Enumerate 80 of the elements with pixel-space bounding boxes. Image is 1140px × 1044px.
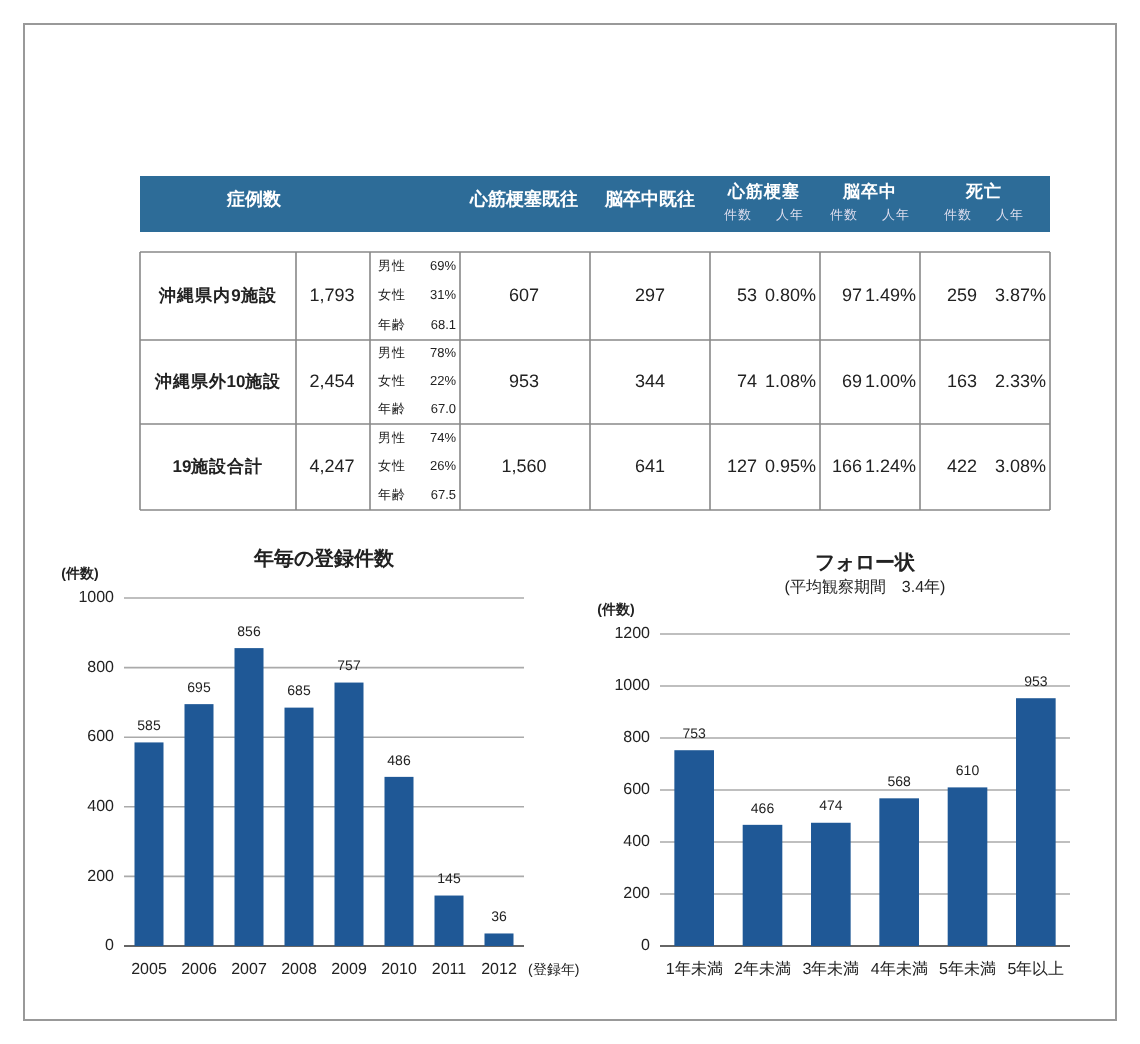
text: 297 — [634, 284, 666, 305]
text: 69 — [841, 370, 862, 391]
x-tick-label: 4年未満 — [870, 960, 928, 979]
x-tick-label: 2011 — [431, 960, 468, 979]
bar — [434, 895, 464, 946]
x-tick-label: 1年未満 — [665, 960, 723, 979]
bar — [334, 682, 364, 946]
chart-title: 年毎の登録件数 — [252, 547, 396, 572]
text: 1.08% — [764, 370, 816, 391]
bar — [184, 704, 214, 946]
y-tick-label: 200 — [87, 866, 116, 885]
x-tick-label: 5年未満 — [939, 960, 996, 979]
text: 163 — [946, 370, 977, 391]
text: 953 — [508, 370, 540, 391]
text: 97 — [841, 284, 862, 305]
bar — [674, 750, 714, 946]
text: 脳卒中既往 — [603, 188, 695, 209]
text: 344 — [634, 370, 666, 391]
bar — [234, 648, 264, 946]
x-tick-label: 2010 — [381, 960, 418, 979]
y-tick-label: 1200 — [614, 624, 652, 643]
text: 死亡 — [964, 180, 1002, 201]
y-tick-label: 1000 — [78, 588, 116, 607]
bar — [284, 707, 314, 946]
y-tick-label: 400 — [87, 797, 116, 816]
bar — [811, 822, 851, 946]
y-tick-label: 0 — [105, 936, 116, 955]
x-tick-label: 3年未満 — [802, 960, 860, 979]
bar — [484, 933, 514, 946]
y-tick-label: 600 — [87, 727, 116, 746]
text: 4,247 — [309, 455, 355, 476]
text: 3.08% — [994, 455, 1046, 476]
x-tick-label: 2年未満 — [734, 960, 791, 979]
x-tick-label: 2012 — [481, 960, 518, 979]
y-tick-label: 600 — [623, 780, 652, 799]
y-tick-label: 0 — [641, 936, 652, 955]
text: 1,560 — [501, 455, 547, 476]
text: 1.49% — [864, 284, 916, 305]
text: 74 — [736, 370, 757, 391]
text: 19施設合計 — [172, 455, 264, 476]
x-tick-label: 5年以上 — [1007, 960, 1065, 979]
text: 1.24% — [864, 455, 916, 476]
text: 0.95% — [764, 455, 816, 476]
chart-title: フォロー状 — [815, 551, 917, 576]
text: 脳卒中 — [841, 180, 897, 201]
x-tick-label: 2006 — [181, 960, 218, 979]
y-tick-label: 400 — [623, 832, 652, 851]
text: 53 — [736, 284, 757, 305]
text: 422 — [946, 455, 977, 476]
bar — [742, 824, 783, 946]
text: 259 — [946, 284, 977, 305]
text: 0.80% — [764, 284, 816, 305]
y-tick-label: 200 — [623, 884, 652, 903]
text: 127 — [726, 455, 757, 476]
text: 607 — [508, 284, 540, 305]
x-tick-label: 2005 — [131, 960, 168, 979]
text: 166 — [831, 455, 862, 476]
text: 心筋梗塞既往 — [468, 188, 578, 209]
bar — [879, 798, 919, 946]
text: 641 — [634, 455, 666, 476]
text: 1.00% — [864, 370, 916, 391]
text: 症例数 — [225, 188, 283, 209]
x-tick-label: 2008 — [281, 960, 318, 979]
x-tick-label: 2007 — [231, 960, 268, 979]
text: 心筋梗塞 — [726, 180, 800, 201]
y-tick-label: 800 — [623, 728, 652, 747]
text: 3.87% — [994, 284, 1046, 305]
text: 2,454 — [309, 370, 355, 391]
bar — [134, 742, 164, 946]
bar — [1016, 698, 1056, 946]
bar — [384, 776, 414, 946]
text: 2.33% — [994, 370, 1046, 391]
text: 沖縄県内9施設 — [157, 284, 279, 305]
bar — [947, 787, 988, 946]
y-tick-label: 800 — [87, 657, 116, 676]
y-tick-label: 1000 — [614, 676, 652, 695]
text: 1,793 — [309, 284, 355, 305]
chart-subtitle: (平均観察期間 3.4年) — [784, 578, 947, 597]
x-tick-label: 2009 — [331, 960, 368, 979]
text: 沖縄県外10施設 — [152, 370, 284, 391]
